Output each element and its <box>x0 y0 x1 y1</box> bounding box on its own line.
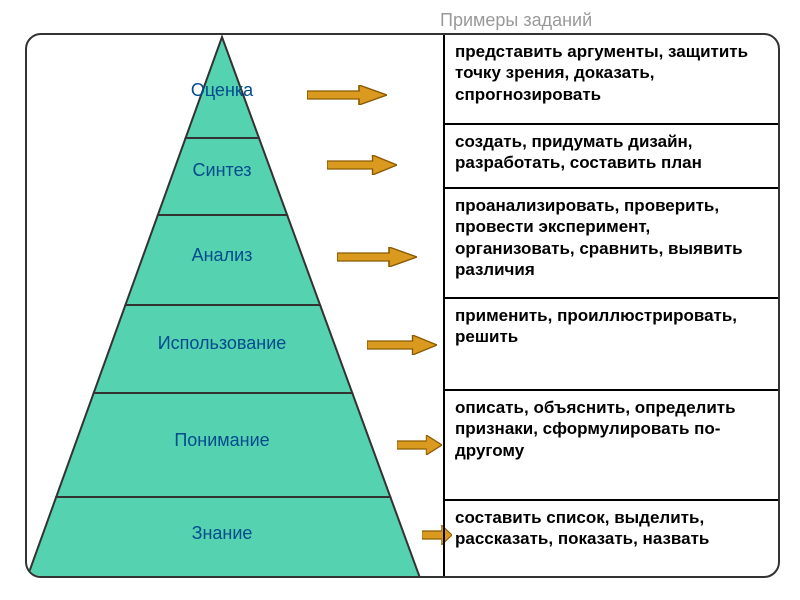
pyramid-svg <box>27 35 427 578</box>
table-row: применить, проиллюстрировать, решить <box>445 299 778 391</box>
diagram-container: Примеры заданий Оценка Синтез Анализ Исполь… <box>0 0 800 600</box>
examples-table: представить аргументы, защитить точку зр… <box>443 35 778 576</box>
table-row: представить аргументы, защитить точку зр… <box>445 35 778 125</box>
diagram-frame: Оценка Синтез Анализ Использование Понимание… <box>25 33 780 578</box>
pyramid-level-label: Анализ <box>192 245 253 266</box>
table-row: описать, объяснить, определить признаки,… <box>445 391 778 501</box>
arrow-icon <box>367 335 437 355</box>
arrow-icon <box>327 155 397 175</box>
arrow-icon <box>397 435 442 455</box>
pyramid-level-label: Оценка <box>191 80 253 101</box>
pyramid-level-label: Понимание <box>174 430 269 451</box>
table-row: создать, придумать дизайн, разработать, … <box>445 125 778 189</box>
pyramid-level-label: Синтез <box>193 160 252 181</box>
table-row: составить список, выделить, рассказать, … <box>445 501 778 578</box>
arrow-icon <box>307 85 387 105</box>
arrow-icon <box>337 247 417 267</box>
pyramid-level-label: Использование <box>158 333 287 354</box>
table-row: проанализировать, проверить, провести эк… <box>445 189 778 299</box>
pyramid-level-label: Знание <box>192 523 253 544</box>
header-title: Примеры заданий <box>440 10 592 31</box>
